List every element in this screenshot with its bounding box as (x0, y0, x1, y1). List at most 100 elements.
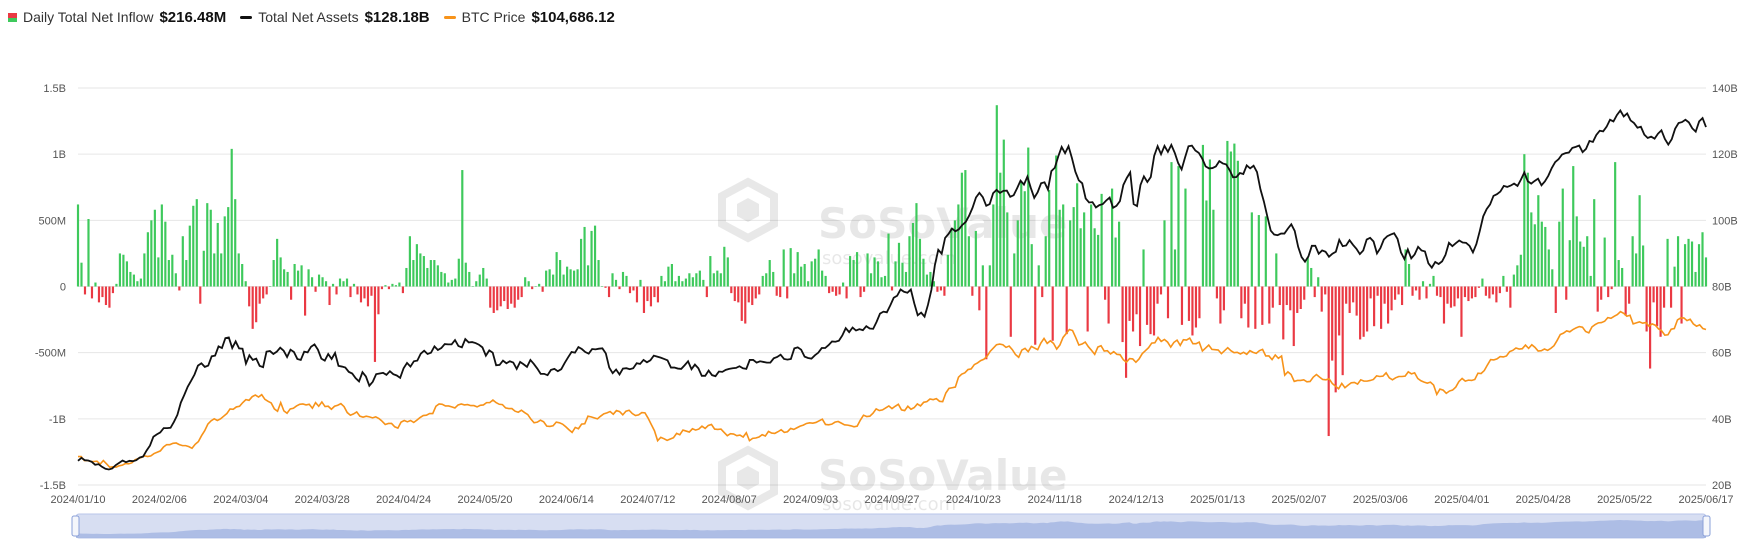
navigator-left-handle[interactable] (71, 515, 80, 537)
inflow-bar (297, 270, 300, 287)
legend-item-total-net-assets[interactable]: Total Net Assets $128.18B (240, 8, 430, 26)
inflow-bar (1313, 286, 1316, 298)
legend-label: Total Net Assets (258, 9, 359, 25)
legend-item-btc-price[interactable]: BTC Price $104,686.12 (443, 9, 615, 26)
inflow-bar (883, 275, 887, 287)
inflow-bar (262, 286, 265, 299)
x-tick-label: 2025/03/06 (1353, 494, 1408, 506)
inflow-bar (1491, 286, 1494, 295)
inflow-bar (1191, 286, 1194, 336)
y-left-tick-label: 1.5B (43, 83, 66, 95)
inflow-bar (1376, 286, 1379, 296)
inflow-bar (398, 282, 401, 287)
inflow-bar (740, 286, 743, 321)
inflow-bar (1180, 286, 1184, 325)
inflow-bar (328, 286, 331, 306)
inflow-bar (1390, 286, 1393, 311)
inflow-bar (670, 264, 673, 287)
inflow-bar (492, 286, 495, 313)
y-right-tick-label: 120B (1712, 149, 1738, 161)
inflow-bar (234, 199, 237, 287)
inflow-bar (1631, 236, 1634, 287)
inflow-bar (244, 281, 247, 287)
inflow-bar (957, 204, 960, 287)
inflow-bar (1198, 286, 1201, 319)
inflow-bar (586, 265, 590, 287)
inflow-bar (691, 277, 694, 287)
inflow-bar (464, 262, 467, 287)
inflow-bar (1107, 286, 1110, 324)
inflow-bar (862, 286, 866, 292)
inflow-bar (1652, 286, 1655, 303)
inflow-bar (876, 261, 880, 287)
inflow-bar (1009, 286, 1012, 337)
inflow-bar (405, 267, 408, 287)
watermark-url: sosovalue.com (822, 494, 956, 515)
legend-value: $128.18B (364, 8, 430, 26)
inflow-bar (1526, 172, 1529, 287)
inflow-bar (1097, 234, 1100, 287)
inflow-bar (1673, 266, 1676, 287)
inflow-bar (1135, 286, 1138, 315)
inflow-bar (174, 273, 177, 287)
inflow-bar (1100, 193, 1103, 287)
y-axis-left: 1.5B 1B 500M 0 -500M -1B -1.5B (35, 83, 66, 492)
y-right-tick-label: 20B (1712, 480, 1732, 492)
total-net-assets-line (77, 108, 1707, 471)
inflow-bar (894, 261, 897, 287)
inflow-bar (1355, 286, 1358, 316)
inflow-bar (503, 286, 506, 302)
inflow-bar (660, 275, 663, 287)
inflow-bar (559, 260, 562, 287)
inflow-bar (1694, 271, 1697, 287)
inflow-bar (569, 269, 572, 287)
y-right-tick-label: 140B (1712, 83, 1738, 95)
inflow-bar (562, 274, 565, 287)
inflow-bar (1642, 245, 1645, 287)
inflow-bar (1505, 286, 1508, 292)
inflow-bar (1044, 236, 1047, 287)
inflow-bar (677, 275, 680, 287)
legend-item-daily-net-inflow[interactable]: Daily Total Net Inflow $216.48M (8, 9, 226, 26)
inflow-bar (821, 270, 824, 287)
x-tick-label: 2024/03/28 (295, 494, 350, 506)
inflow-bar (607, 286, 611, 298)
navigator-right-handle[interactable] (1702, 515, 1711, 537)
inflow-bar (1177, 166, 1180, 287)
y-right-tick-label: 40B (1712, 414, 1732, 426)
inflow-bar (377, 286, 380, 315)
inflow-bar (167, 260, 170, 287)
inflow-bar (1184, 188, 1187, 287)
inflow-bar (1554, 286, 1557, 313)
inflow-bar (702, 279, 705, 287)
inflow-bar (129, 271, 132, 287)
inflow-bar (768, 260, 771, 287)
inflow-bar (1383, 286, 1386, 304)
inflow-bar (656, 286, 660, 303)
inflow-bar (782, 249, 785, 287)
inflow-bar (807, 281, 810, 287)
inflow-bar (1090, 204, 1093, 287)
inflow-bar (1666, 238, 1669, 287)
inflow-bar (1327, 286, 1330, 437)
inflow-bar (1579, 241, 1582, 287)
inflow-bar (932, 281, 936, 287)
inflow-bar (1041, 286, 1044, 298)
range-navigator[interactable] (71, 513, 1711, 539)
inflow-bar (1170, 162, 1173, 287)
inflow-bar (216, 222, 219, 287)
inflow-bar (1278, 286, 1281, 306)
inflow-bar (454, 278, 457, 287)
inflow-bar (908, 236, 911, 287)
inflow-bar (814, 258, 817, 287)
inflow-bar (433, 260, 436, 287)
inflow-bar (122, 254, 125, 287)
inflow-bar (443, 273, 446, 287)
inflow-bar (1697, 244, 1701, 287)
inflow-bar (1226, 140, 1229, 287)
inflow-bar (838, 286, 841, 295)
inflow-bar (1030, 244, 1033, 287)
inflow-bar (1222, 286, 1225, 311)
inflow-bar (548, 269, 551, 287)
inflow-bar (625, 275, 628, 287)
